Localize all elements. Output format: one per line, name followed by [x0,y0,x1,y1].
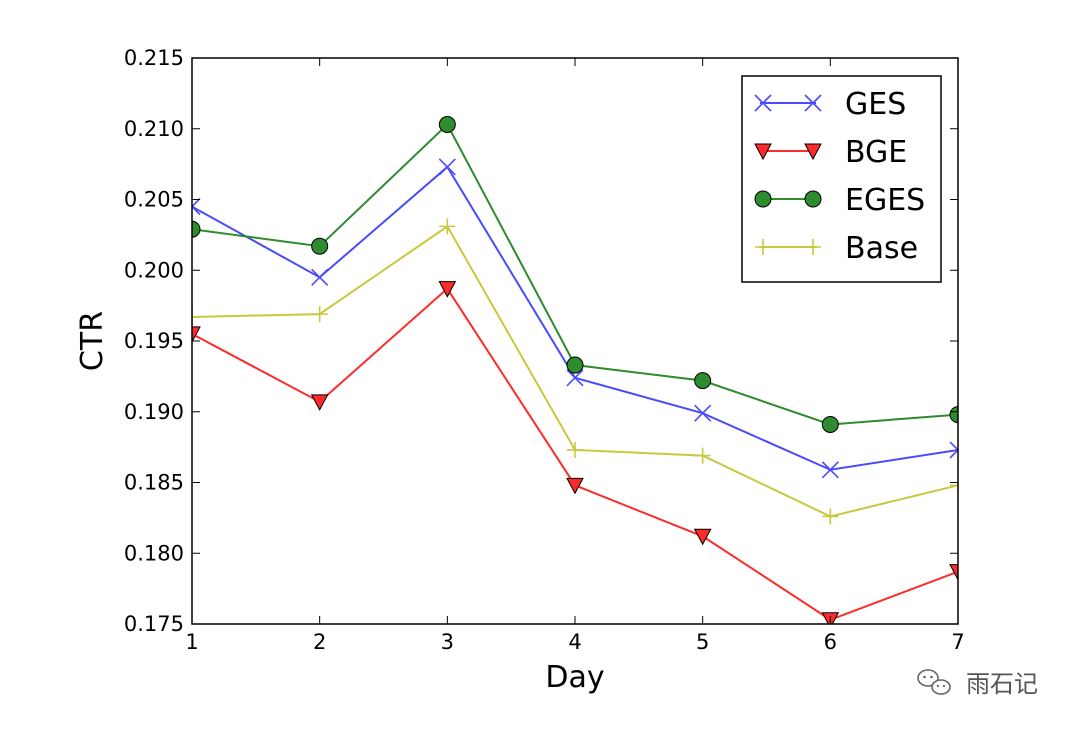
y-tick-label: 0.205 [124,188,184,212]
series-base-point [694,447,711,464]
series-eges [192,116,958,433]
legend-marker-bge-end [804,143,822,161]
series-eges-point [438,116,456,134]
series-ges-point [821,461,839,479]
series-base-point [950,477,958,494]
series-bge-point [438,281,457,298]
series-eges-point [566,356,584,374]
legend-marker-eges-end [804,190,822,208]
x-tick-label: 5 [696,630,709,654]
legend-label-bge: BGE [845,135,907,170]
y-tick-label: 0.190 [124,400,184,424]
x-tick-label: 4 [568,630,581,654]
series-base-point [311,306,328,323]
x-tick-label: 6 [824,630,837,654]
series-bge-point [949,564,958,581]
y-tick-label: 0.200 [124,258,184,282]
x-tick-label: 7 [951,630,964,654]
legend-item-bge: BGE [754,135,907,170]
legend: GES BGE EGES Base [741,75,942,283]
wechat-icon [917,669,951,695]
series-base [192,218,958,525]
series-ges-point [438,158,456,176]
series-eges-point [821,415,839,433]
x-tick-label: 2 [313,630,326,654]
legend-marker-ges-end [804,94,822,112]
series-eges-point [311,237,329,255]
series-base-point [192,308,200,325]
series-ges-point [949,441,958,459]
series-ges-point [192,198,201,216]
series-base-point [822,508,839,525]
series-base-point [567,441,583,458]
series-ges-point [694,404,712,422]
watermark: 雨石记 [917,669,1038,698]
legend-marker-eges-start [754,190,772,208]
legend-label-base: Base [845,231,918,266]
axis-ticks: 1 2 3 4 5 6 7 0.175 0.180 0.185 0.190 0.195 0.200 0.2… [124,46,965,654]
legend-marker-base-start [755,239,771,255]
series-bge-point [192,326,201,343]
watermark-text: 雨石记 [966,670,1038,698]
series-bge-point [566,477,584,495]
y-tick-label: 0.180 [124,541,184,565]
legend-item-ges: GES [754,87,906,122]
legend-label-ges: GES [845,87,906,122]
series-base-point [439,218,456,235]
series-eges-point [949,406,958,424]
y-axis-label: CTR [75,311,110,371]
legend-marker-ges-start [754,94,772,112]
legend-item-base: Base [755,231,918,266]
series-bge-point [693,528,712,546]
legend-marker-base-end [805,239,821,255]
y-tick-label: 0.215 [124,46,184,70]
series-eges-point [192,220,201,238]
y-tick-label: 0.185 [124,471,184,495]
y-tick-label: 0.175 [124,612,184,636]
series-ges-point [566,369,584,387]
series-ges [192,158,958,479]
series-bge-point [310,394,329,411]
series-ges-point [311,268,329,286]
x-axis-label: Day [545,660,604,695]
legend-item-eges: EGES [754,183,925,218]
legend-label-eges: EGES [845,183,925,218]
series-eges-point [694,372,712,390]
x-tick-label: 3 [441,630,454,654]
legend-marker-bge-start [754,143,772,161]
x-tick-label: 1 [185,630,198,654]
y-tick-label: 0.195 [124,329,184,353]
y-tick-label: 0.210 [124,117,184,141]
